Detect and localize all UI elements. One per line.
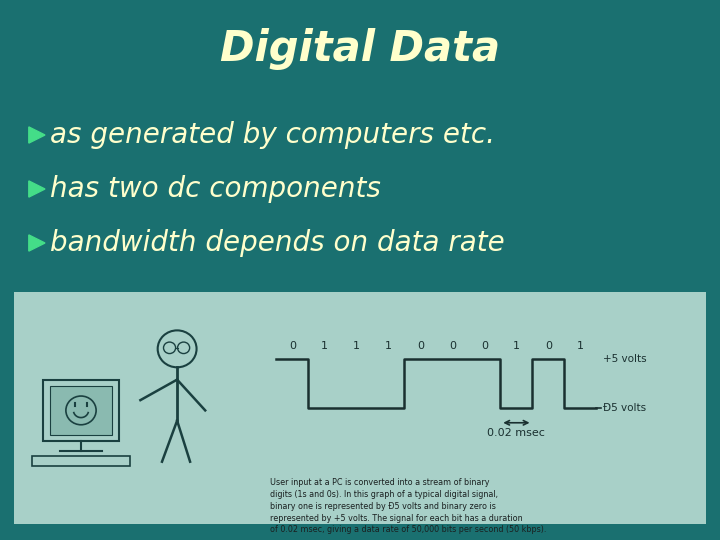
Text: 1: 1 — [321, 341, 328, 350]
Text: of 0.02 msec, giving a data rate of 50,000 bits per second (50 kbps).: of 0.02 msec, giving a data rate of 50,0… — [270, 525, 546, 535]
Text: Ð5 volts: Ð5 volts — [603, 403, 646, 413]
Text: 1: 1 — [353, 341, 360, 350]
Polygon shape — [29, 181, 45, 197]
Text: +5 volts: +5 volts — [603, 354, 647, 364]
Text: binary one is represented by Ð5 volts and binary zero is: binary one is represented by Ð5 volts an… — [270, 502, 496, 511]
Text: 0: 0 — [289, 341, 296, 350]
Text: 0: 0 — [449, 341, 456, 350]
Text: 0: 0 — [545, 341, 552, 350]
Polygon shape — [29, 235, 45, 251]
Text: 1: 1 — [513, 341, 520, 350]
Polygon shape — [29, 127, 45, 143]
Text: bandwidth depends on data rate: bandwidth depends on data rate — [50, 229, 505, 257]
Text: User input at a PC is converted into a stream of binary: User input at a PC is converted into a s… — [270, 478, 490, 487]
Bar — [43, 380, 119, 441]
Text: 0.02 msec: 0.02 msec — [487, 428, 545, 437]
Bar — [14, 292, 706, 524]
Text: 0: 0 — [481, 341, 488, 350]
Text: digits (1s and 0s). In this graph of a typical digital signal,: digits (1s and 0s). In this graph of a t… — [270, 490, 498, 499]
Bar — [32, 456, 130, 466]
Text: 1: 1 — [385, 341, 392, 350]
Text: 1: 1 — [577, 341, 584, 350]
Text: 0: 0 — [417, 341, 424, 350]
Bar — [50, 386, 112, 435]
Text: Digital Data: Digital Data — [220, 28, 500, 70]
Text: has two dc components: has two dc components — [50, 175, 382, 203]
Text: represented by +5 volts. The signal for each bit has a duration: represented by +5 volts. The signal for … — [270, 514, 523, 523]
Text: as generated by computers etc.: as generated by computers etc. — [50, 121, 495, 149]
